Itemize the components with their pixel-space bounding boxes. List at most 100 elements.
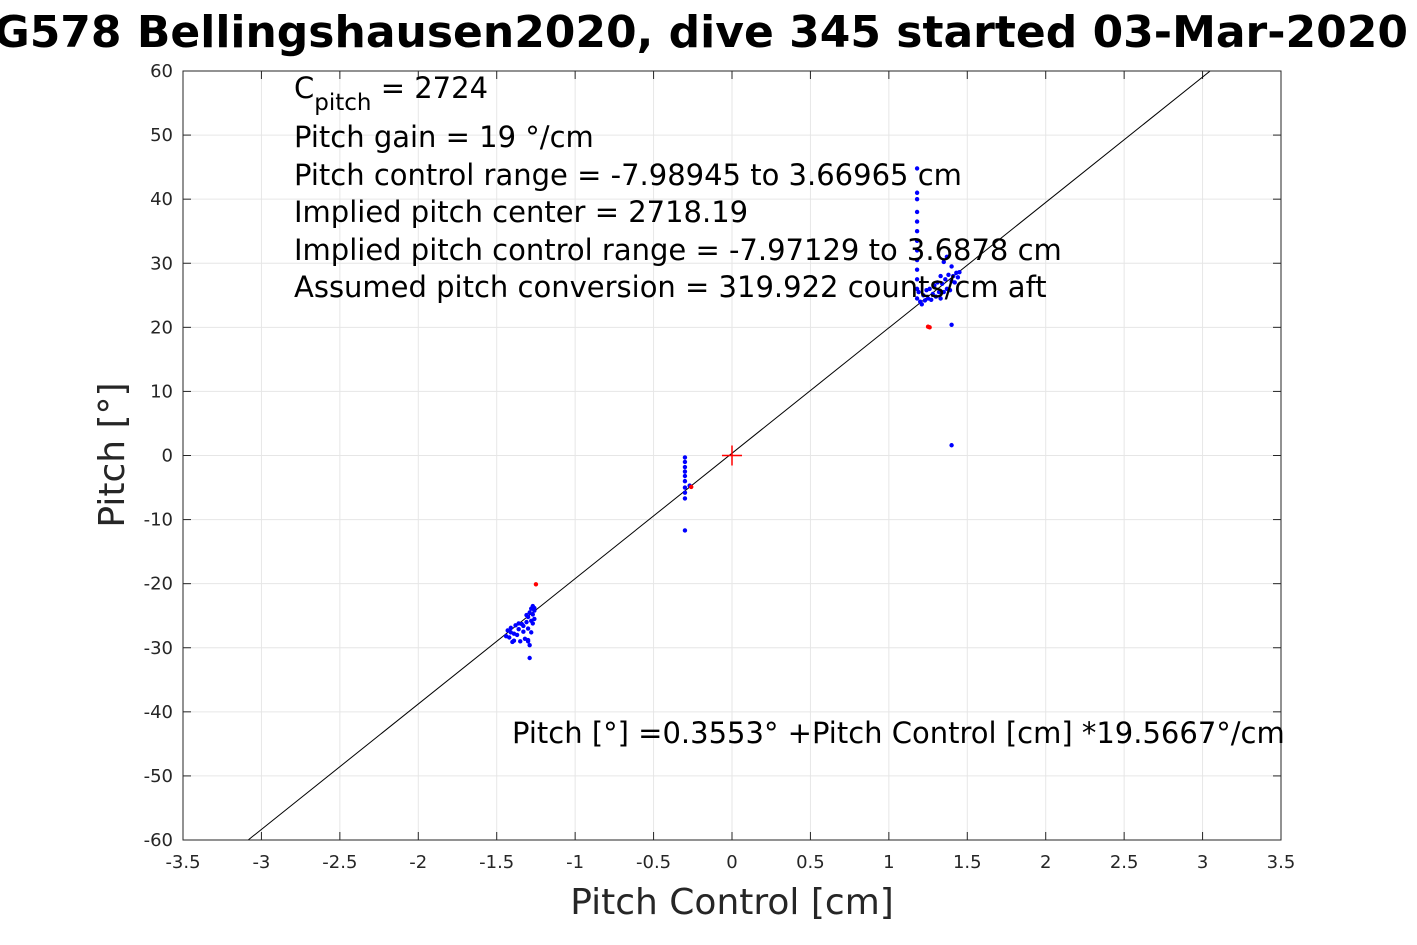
data-point-blue <box>524 619 529 625</box>
x-tick-label: -3.5 <box>165 852 200 873</box>
data-point-blue <box>530 612 535 617</box>
data-point-blue <box>511 638 517 643</box>
data-point-blue <box>682 490 688 495</box>
x-tick-label: 2.5 <box>1110 852 1139 873</box>
data-point-blue <box>914 257 920 263</box>
data-point-blue <box>950 273 956 279</box>
data-point-blue <box>516 626 521 632</box>
data-point-blue <box>914 229 920 234</box>
y-tick-label: -30 <box>144 638 173 659</box>
data-point-blue <box>682 485 688 490</box>
data-point-blue <box>916 289 921 295</box>
implied-pitch-range-annotation: Implied pitch control range = -7.97129 t… <box>294 233 1062 267</box>
data-point-blue <box>524 612 529 618</box>
data-point-blue <box>914 248 920 253</box>
data-point-blue <box>930 291 935 297</box>
data-point-blue <box>947 287 953 293</box>
data-point-blue <box>508 625 514 631</box>
data-point-blue <box>914 277 920 282</box>
data-point-blue <box>946 272 951 277</box>
data-point-blue <box>914 296 920 301</box>
data-point-blue <box>938 273 943 279</box>
y-tick-label: -10 <box>144 510 173 531</box>
data-point-red <box>927 325 932 330</box>
c-pitch-value: = 2724 <box>371 71 488 105</box>
c-pitch-symbol: C <box>294 71 314 105</box>
data-point-blue <box>682 469 688 474</box>
x-tick-label: -2.5 <box>322 852 357 873</box>
data-point-blue <box>914 238 920 244</box>
data-point-blue <box>527 642 532 648</box>
data-point-blue <box>932 283 937 288</box>
x-tick-label: 0 <box>726 852 737 873</box>
data-point-red <box>689 484 694 490</box>
data-point-blue <box>952 280 957 285</box>
y-tick-label: 60 <box>150 61 173 82</box>
x-tick-label: 3 <box>1197 852 1208 873</box>
y-tick-label: -20 <box>144 574 173 595</box>
fit-equation-annotation: Pitch [°] =0.3553° +Pitch Control [cm] *… <box>512 716 1285 750</box>
implied-pitch-center-annotation: Implied pitch center = 2718.19 <box>294 195 748 229</box>
y-tick-label: -50 <box>144 766 173 787</box>
data-point-blue <box>943 277 948 282</box>
data-point-blue <box>939 281 945 286</box>
x-tick-label: 3.5 <box>1267 852 1296 873</box>
chart-title: SG578 Bellingshausen2020, dive 345 start… <box>0 7 1417 58</box>
c-pitch-annotation: Cpitch = 2724 <box>294 71 488 116</box>
data-point-blue <box>682 459 688 465</box>
data-point-blue <box>525 626 531 631</box>
data-point-blue <box>521 629 526 634</box>
x-tick-label: -2 <box>409 852 427 873</box>
x-axis-ticks: -3.5 -3 -2.5 -2 -1.5 -1 -0.5 0 0.5 1 1.5 2 2.5 3 3.5 <box>165 71 1295 873</box>
data-point-blue <box>521 623 526 629</box>
data-point-blue <box>682 478 688 484</box>
data-point-blue <box>914 190 920 195</box>
data-point-blue <box>914 166 920 171</box>
y-tick-label: -40 <box>144 702 173 723</box>
pitch-control-range-annotation: Pitch control range = -7.98945 to 3.6696… <box>294 158 962 192</box>
data-point-blue <box>508 630 514 635</box>
data-point-blue <box>527 655 532 661</box>
x-tick-label: 0.5 <box>796 852 825 873</box>
scatter-points <box>503 166 962 661</box>
plot-frame <box>182 70 1282 841</box>
data-point-blue <box>944 254 950 260</box>
data-point-blue <box>682 455 688 460</box>
data-point-blue <box>933 294 939 299</box>
data-point-blue <box>682 464 688 470</box>
pitch-gain-annotation: Pitch gain = 19 °/cm <box>294 120 594 154</box>
x-tick-label: -1 <box>566 852 584 873</box>
data-point-blue <box>914 219 920 224</box>
y-axis-label: Pitch [°] <box>92 382 133 527</box>
data-point-blue <box>914 196 920 202</box>
data-point-blue <box>682 528 688 533</box>
data-point-blue <box>941 259 946 265</box>
data-point-blue <box>955 275 961 280</box>
data-point-blue <box>682 473 688 479</box>
x-tick-label: -0.5 <box>636 852 671 873</box>
data-point-blue <box>914 209 920 215</box>
x-tick-label: 1.5 <box>953 852 982 873</box>
data-point-blue <box>919 302 924 307</box>
y-tick-label: 40 <box>150 189 173 210</box>
data-point-blue <box>941 289 946 295</box>
data-point-blue <box>935 280 940 285</box>
x-tick-label: 1 <box>883 852 894 873</box>
data-point-blue <box>532 605 537 611</box>
data-point-blue <box>503 634 509 639</box>
data-point-blue <box>938 296 943 301</box>
pitch-conversion-annotation: Assumed pitch conversion = 319.922 count… <box>294 270 1047 304</box>
data-point-red <box>533 582 539 587</box>
x-tick-label: -3 <box>252 852 270 873</box>
data-point-blue <box>936 289 942 295</box>
y-axis-ticks: -60 -50 -40 -30 -20 -10 0 10 20 30 40 50 60 <box>144 61 1281 851</box>
center-marker <box>722 445 742 466</box>
data-point-blue <box>529 630 534 635</box>
y-tick-label: 0 <box>162 446 173 467</box>
data-point-blue <box>957 270 962 275</box>
y-tick-label: 20 <box>150 317 173 338</box>
data-point-blue <box>682 496 688 501</box>
data-point-blue <box>949 264 954 269</box>
y-tick-label: 50 <box>150 125 173 146</box>
